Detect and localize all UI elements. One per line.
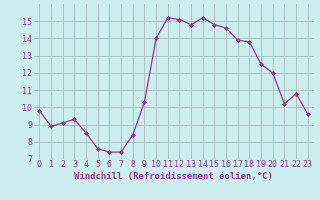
X-axis label: Windchill (Refroidissement éolien,°C): Windchill (Refroidissement éolien,°C) — [74, 172, 273, 181]
